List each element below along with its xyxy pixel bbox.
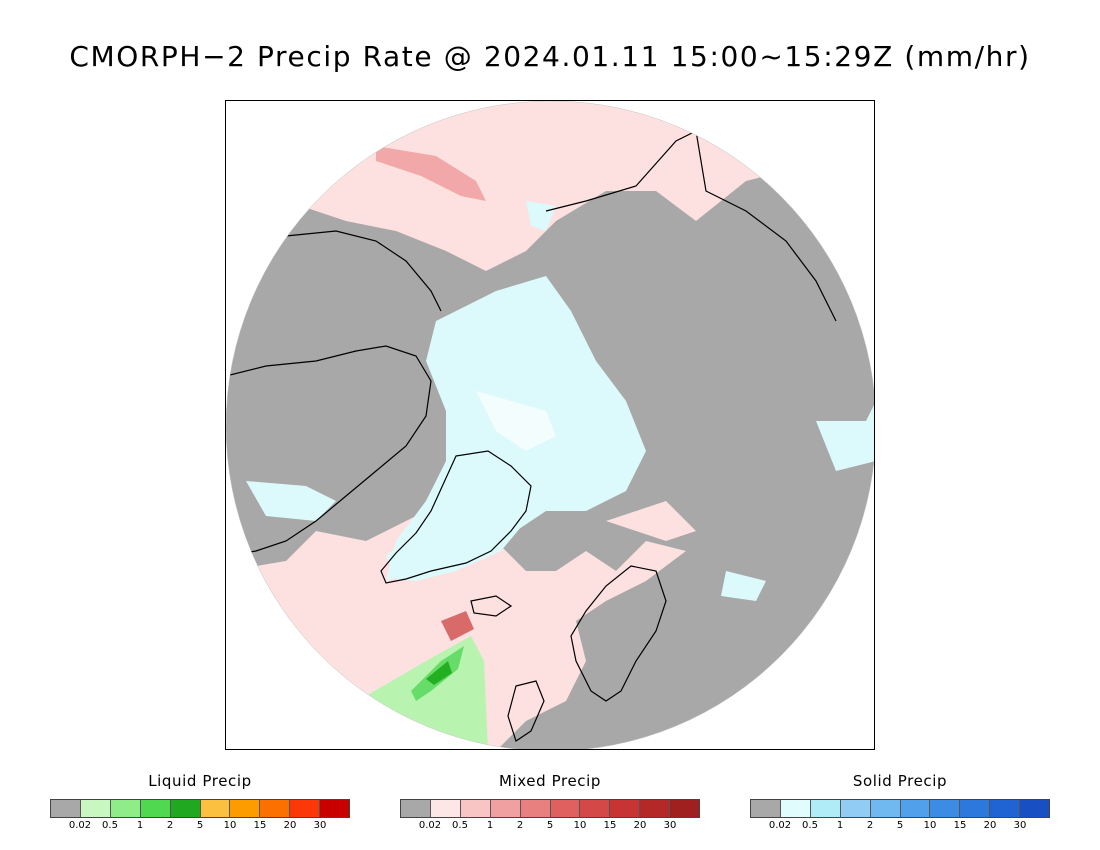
legend-tick-label: 0.02 — [418, 820, 442, 831]
legend-swatch — [460, 800, 491, 817]
legend-tick-label: 1 — [836, 820, 844, 831]
legend-swatch — [200, 800, 231, 817]
legend-tick-label: 10 — [923, 820, 937, 831]
legend-tick-label: 1 — [136, 820, 144, 831]
greenland-coastline — [380, 450, 532, 584]
legend-swatch — [990, 800, 1021, 817]
legend-tick-label: 0.5 — [452, 820, 468, 831]
legend-tick-label: 30 — [1013, 820, 1027, 831]
legend-colorbar — [750, 799, 1050, 818]
legend-swatch — [520, 800, 551, 817]
legend-swatch — [580, 800, 611, 817]
legend-tick-label: 15 — [253, 820, 267, 831]
legend-ticks: 0.02 0.5 1 2 5 10 15 20 30 — [750, 818, 1050, 832]
legend-swatch — [290, 800, 321, 817]
legend-swatch — [670, 800, 700, 817]
legend-tick-label: 2 — [166, 820, 174, 831]
mixed-precip-area — [746, 661, 874, 749]
legend-swatch — [900, 800, 931, 817]
legend-tick-label: 2 — [516, 820, 524, 831]
legend-swatch — [110, 800, 141, 817]
map-svg — [226, 101, 874, 749]
legend-tick-label: 0.5 — [102, 820, 118, 831]
solid-precip-area — [246, 481, 336, 521]
legend-ticks: 0.02 0.5 1 2 5 10 15 20 30 — [50, 818, 350, 832]
legend-swatch — [230, 800, 261, 817]
legend-tick-label: 5 — [546, 820, 554, 831]
alaska-coastline — [285, 230, 442, 312]
mixed-precip-heavy — [376, 146, 486, 201]
legend-swatch — [260, 800, 291, 817]
legend-tick-label: 15 — [953, 820, 967, 831]
legend-tick-label: 20 — [983, 820, 997, 831]
legend-swatch — [610, 800, 641, 817]
legend-tick-label: 30 — [663, 820, 677, 831]
legend-swatch — [550, 800, 581, 817]
legend-ticks: 0.02 0.5 1 2 5 10 15 20 30 — [400, 818, 700, 832]
legend-title: Liquid Precip — [148, 772, 252, 790]
legend-tick-label: 10 — [223, 820, 237, 831]
solid-precip-area — [721, 571, 766, 601]
polar-precip-map — [225, 100, 875, 750]
legend-title: Solid Precip — [852, 772, 948, 790]
legend-colorbar — [400, 799, 700, 818]
canada-coastline — [226, 345, 432, 557]
solid-precip-area — [386, 456, 531, 581]
mixed-precip-heavy — [441, 611, 474, 641]
legend-mixed-precip: Mixed Precip 0.02 0.5 1 2 5 10 15 20 30 — [400, 772, 700, 832]
iceland-coastline — [470, 595, 513, 617]
legend-solid-precip: Solid Precip 0.02 0.5 1 2 5 10 15 20 30 — [750, 772, 1050, 832]
legend-swatch — [751, 800, 781, 817]
legend-swatch — [490, 800, 521, 817]
legend-swatch — [430, 800, 461, 817]
legend-tick-label: 2 — [866, 820, 874, 831]
legend-tick-label: 0.5 — [802, 820, 818, 831]
liquid-precip-heavy — [426, 661, 452, 685]
legend-tick-label: 0.02 — [68, 820, 92, 831]
chart-title: CMORPH−2 Precip Rate @ 2024.01.11 15:00~… — [69, 40, 1031, 73]
legend-liquid-precip: Liquid Precip 0.02 0.5 1 2 5 10 15 20 30 — [50, 772, 350, 832]
pole-center — [476, 391, 556, 451]
legend-tick-label: 0.02 — [768, 820, 792, 831]
legend-swatch — [810, 800, 841, 817]
legend-swatch — [140, 800, 171, 817]
legend-swatch — [840, 800, 871, 817]
legend-tick-label: 1 — [486, 820, 494, 831]
legend-swatch — [320, 800, 350, 817]
legend-swatch — [1020, 800, 1050, 817]
legend-swatch — [870, 800, 901, 817]
legend-swatch — [170, 800, 201, 817]
legend-tick-label: 20 — [633, 820, 647, 831]
legend-swatch — [401, 800, 431, 817]
legend-tick-label: 10 — [573, 820, 587, 831]
legend-swatch — [930, 800, 961, 817]
legend-tick-label: 5 — [896, 820, 904, 831]
uk-coastline — [507, 680, 545, 742]
legend-title: Mixed Precip — [498, 772, 602, 790]
solid-precip-area — [816, 401, 874, 471]
mixed-precip-area — [606, 501, 696, 541]
scandinavia-coastline — [570, 565, 667, 702]
legend-swatch — [960, 800, 991, 817]
legend-colorbar — [50, 799, 350, 818]
siberia-coastline — [545, 130, 837, 322]
legend-swatch — [780, 800, 811, 817]
solid-precip-area — [526, 201, 556, 231]
legend-swatch — [51, 800, 81, 817]
legend-tick-label: 15 — [603, 820, 617, 831]
legend-swatch — [80, 800, 111, 817]
legend-tick-label: 20 — [283, 820, 297, 831]
legend-tick-label: 5 — [196, 820, 204, 831]
legend-tick-label: 30 — [313, 820, 327, 831]
legend-swatch — [640, 800, 671, 817]
